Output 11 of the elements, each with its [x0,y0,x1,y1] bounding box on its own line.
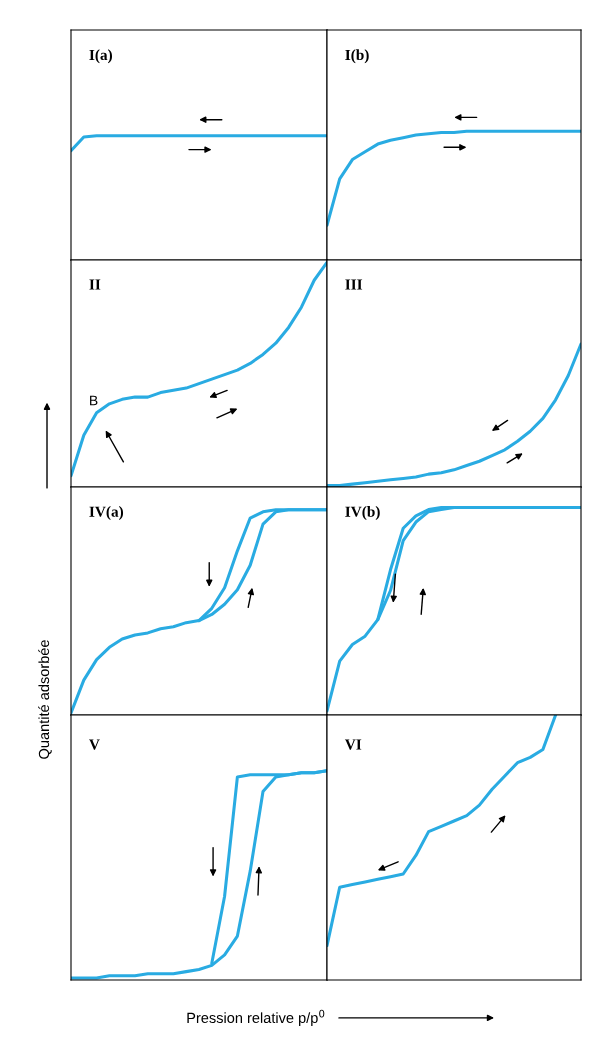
chart-title: IV(b) [345,506,380,520]
chart-title: V [89,739,100,750]
text: VI [344,739,362,750]
chart-title: IV(a) [89,506,124,520]
x-axis-title: Pression relative p/p$^{0}$ [187,1009,325,1026]
chart-title: I(b) [345,49,369,64]
chart-title: I(a) [89,49,113,64]
chart-title: III [345,279,363,290]
y-axis-title: Quantité adsorbée [38,640,52,759]
text: II [89,279,101,290]
annotation: B [90,395,98,406]
